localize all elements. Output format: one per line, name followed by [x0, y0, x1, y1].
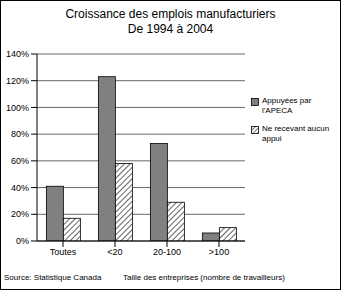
html-text:Croissance des emplois manufac: Croissance des emplois manufacturiers [65, 7, 276, 21]
html-text:Ne recevant aucun appui: Ne recevant aucun appui [262, 124, 330, 143]
svg-text:>100: >100 [209, 247, 229, 257]
html-text:De 1994 à 2004: De 1994 à 2004 [127, 22, 214, 36]
svg-text:80%: 80% [11, 129, 29, 139]
svg-text:20%: 20% [11, 209, 29, 219]
svg-text:60%: 60% [11, 156, 29, 166]
svg-text:20-100: 20-100 [153, 247, 181, 257]
svg-text:Toutes: Toutes [50, 247, 77, 257]
html-text:Taille des entreprises (nombre: Taille des entreprises (nombre de travai… [123, 273, 285, 282]
svg-text:<20: <20 [107, 247, 122, 257]
svg-text:140%: 140% [8, 49, 29, 59]
html-text:Appuyées par l'APECA: Appuyées par l'APECA [262, 96, 312, 115]
svg-text:0%: 0% [16, 236, 29, 246]
svg-text:40%: 40% [11, 183, 29, 193]
svg-text:100%: 100% [8, 103, 29, 113]
svg-text:120%: 120% [8, 76, 29, 86]
html-text:Source: Statistique Canada: Source: Statistique Canada [4, 273, 102, 282]
